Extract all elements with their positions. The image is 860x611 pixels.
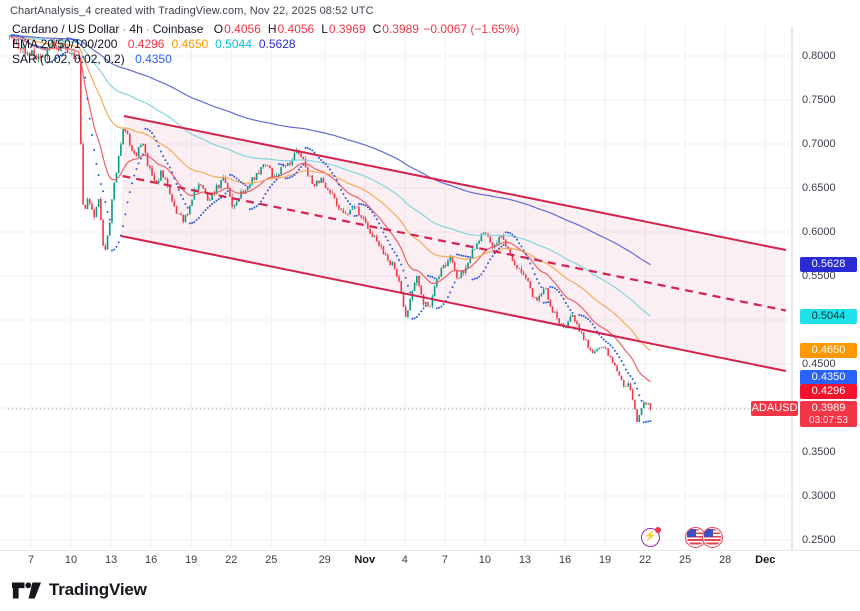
- ohlc-key: C: [372, 22, 382, 36]
- legend-ema-row[interactable]: EMA 20/50/100/200 0.4296 0.4650 0.5044 0.56…: [12, 37, 519, 51]
- time-tick-label: 7: [441, 554, 448, 566]
- ema50-badge: 0.4650: [800, 343, 857, 359]
- time-tick-label: 16: [145, 554, 158, 566]
- sar-badge: 0.4350: [800, 369, 857, 385]
- price-tick-label: 0.6500: [802, 181, 836, 194]
- last-price-badge: 0.3989 03:07:53: [800, 400, 857, 427]
- time-tick-label: 16: [558, 554, 572, 566]
- ema-value: 0.4650: [171, 37, 209, 51]
- price-tick-label: 0.7500: [802, 93, 836, 106]
- change-value: −0.0067 (−1.65%): [423, 22, 520, 36]
- legend-symbol-row[interactable]: Cardano / US Dollar · 4h · Coinbase O0.4056 H…: [12, 22, 519, 36]
- tradingview-wordmark: TradingView: [49, 580, 147, 599]
- flag-canton: [704, 529, 714, 537]
- price-axis[interactable]: 0.8000 0.7500 0.7000 0.6500 0.6000 0.5500 0.50…: [792, 27, 860, 550]
- time-axis[interactable]: 7 10 13 16 19 22 25 29 Nov 4 7 10 13 16 19 22 25 28 Dec: [0, 550, 860, 569]
- sar-value: 0.4350: [135, 52, 172, 66]
- ohlc-value: 0.3989: [382, 22, 419, 36]
- time-tick-label: 29: [318, 554, 331, 566]
- ohlc-values: O0.4056 H0.4056 L0.3969 C0.3989: [207, 22, 419, 36]
- price-tick-label: 0.8000: [802, 49, 836, 62]
- sar-label: SAR (0.02, 0.02, 0.2): [12, 52, 125, 66]
- time-tick-label: 13: [104, 554, 118, 566]
- notification-dot: [655, 527, 662, 533]
- ema-values: 0.4296 0.4650 0.5044 0.5628: [121, 37, 296, 51]
- price-tick-label: 0.4500: [802, 357, 836, 370]
- time-tick-label: 19: [598, 554, 612, 566]
- time-tick-label: 13: [518, 554, 532, 566]
- ohlc-value: 0.4056: [224, 22, 261, 36]
- chart-title-note: ChartAnalysis_4 created with TradingView…: [10, 5, 374, 17]
- ema100-badge: 0.5044: [800, 308, 857, 324]
- time-tick-label: 22: [225, 554, 238, 566]
- tradingview-footer[interactable]: TradingView: [12, 580, 147, 600]
- time-tick-label: 4: [401, 554, 408, 566]
- ohlc-key: O: [213, 22, 224, 36]
- ema-label: EMA 20/50/100/200: [12, 37, 118, 51]
- tradingview-logo-icon: [12, 581, 41, 598]
- price-tick-label: 0.2500: [802, 533, 836, 546]
- price-tick-label: 0.6000: [802, 225, 836, 238]
- price-tick-label: 0.5500: [802, 269, 836, 282]
- flag-canton: [686, 529, 696, 537]
- legend-sar-row[interactable]: SAR (0.02, 0.02, 0.2) 0.4350: [12, 52, 519, 66]
- symbol-title: Cardano / US Dollar · 4h · Coinbase: [12, 22, 204, 36]
- time-tick-label: 28: [719, 554, 732, 566]
- time-tick-label: 25: [679, 554, 692, 566]
- us-flag-event-icon[interactable]: [684, 527, 706, 548]
- bar-countdown: 03:07:53: [809, 414, 848, 426]
- time-tick-label: 10: [478, 554, 492, 566]
- ohlc-value: 0.4056: [277, 22, 315, 36]
- price-tick-label: 0.3500: [802, 445, 836, 458]
- time-tick-label: 25: [265, 554, 278, 566]
- symbol-price-label: ADAUSD: [751, 401, 798, 417]
- last-price-value: 0.3989: [811, 401, 846, 414]
- ohlc-value: 0.3969: [328, 22, 366, 36]
- ema-value: 0.4296: [127, 37, 165, 51]
- us-flag-event-icon[interactable]: [702, 527, 724, 548]
- chart-legend: Cardano / US Dollar · 4h · Coinbase O0.4056 H…: [12, 22, 519, 67]
- time-tick-label: 19: [185, 554, 198, 566]
- time-tick-label: 7: [27, 554, 35, 566]
- time-tick-label: Dec: [755, 554, 776, 566]
- ema-value: 0.5044: [215, 37, 252, 51]
- time-tick-label: 22: [638, 554, 652, 566]
- economic-event-lightning-icon[interactable]: ⚡: [641, 527, 662, 547]
- ohlc-key: H: [267, 22, 277, 36]
- ema200-badge: 0.5628: [800, 257, 857, 273]
- price-tick-label: 0.3000: [802, 489, 836, 502]
- ema20-badge: 0.4296: [800, 383, 857, 399]
- ema-value: 0.5628: [258, 37, 296, 51]
- price-tick-label: 0.7000: [802, 137, 836, 150]
- time-tick-label: Nov: [354, 554, 376, 566]
- ohlc-key: L: [321, 22, 328, 36]
- time-tick-label: 10: [64, 554, 78, 566]
